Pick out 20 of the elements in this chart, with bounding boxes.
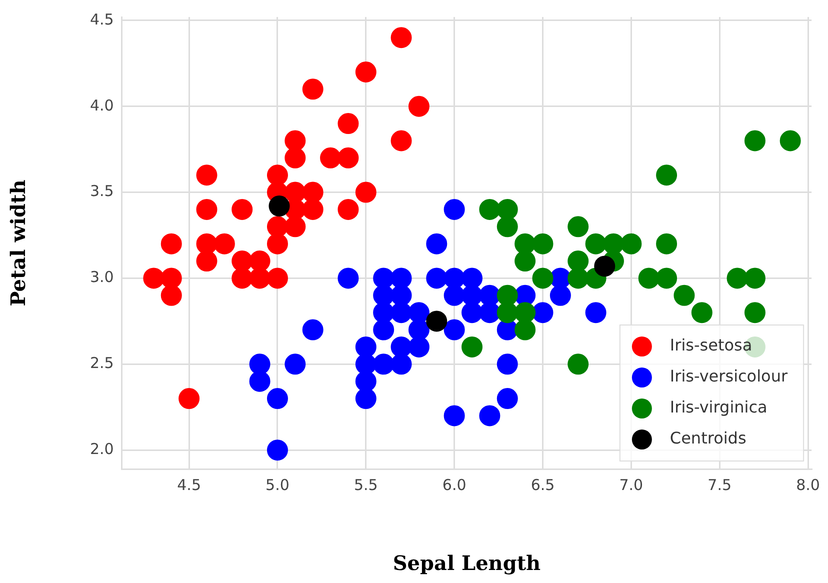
y-tick-label: 4.5: [90, 10, 114, 28]
x-tick-label: 5.0: [266, 476, 290, 494]
y-tick-label: 2.5: [90, 354, 114, 372]
x-tick-label: 6.5: [530, 476, 555, 494]
x-tick-label: 7.0: [619, 476, 644, 494]
legend-label: Iris-virginica: [670, 398, 768, 417]
y-tick-label: 2.0: [90, 440, 114, 458]
legend-label: Iris-versicolour: [670, 366, 788, 386]
legend-label: Centroids: [670, 428, 746, 448]
x-tick-label: 8.0: [796, 476, 820, 494]
y-tick-label: 3.5: [90, 182, 114, 200]
x-tick-label: 5.5: [354, 476, 378, 494]
y-axis-title: Petal width: [6, 179, 30, 306]
x-axis-title: Sepal Length: [392, 551, 542, 576]
x-tick-label: 4.5: [177, 476, 201, 494]
legend-label: Iris-setosa: [670, 336, 752, 355]
x-tick-label: 6.0: [442, 476, 466, 494]
y-tick-label: 3.0: [90, 268, 114, 286]
x-tick-label: 7.5: [708, 476, 732, 494]
y-tick-label: 4.0: [90, 96, 114, 114]
